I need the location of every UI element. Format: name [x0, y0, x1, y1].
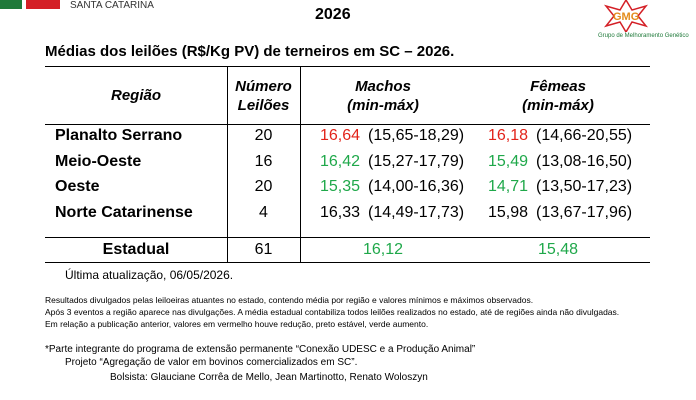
- femeas-range: (14,66-20,55): [536, 127, 633, 144]
- count: 20: [254, 178, 273, 195]
- femeas-value: 14,71: [488, 178, 529, 195]
- col-header: Região: [110, 87, 161, 104]
- femeas-value: 15,49: [488, 153, 529, 170]
- machos-value: 16,42: [320, 153, 361, 170]
- region: Norte Catarinense: [55, 204, 193, 221]
- region: Meio-Oeste: [55, 153, 142, 170]
- footnote: Projeto “Agregação de valor em bovinos c…: [65, 357, 358, 368]
- machos-value: 16,64: [320, 127, 361, 144]
- rule: [45, 237, 650, 238]
- total-count: 61: [254, 241, 273, 258]
- subtitle: Médias dos leilões (R$/Kg PV) de terneir…: [45, 43, 455, 60]
- org: SANTA CATARINA: [70, 0, 154, 11]
- rule: [45, 66, 650, 67]
- total-region: Estadual: [102, 241, 170, 258]
- logo-block: [26, 0, 60, 9]
- note: Resultados divulgados pelas leiloeiras a…: [45, 295, 534, 305]
- footnote: *Parte integrante do programa de extensã…: [45, 344, 476, 355]
- total-machos: 16,12: [362, 241, 404, 258]
- footnote: Bolsista: Glauciane Corrêa de Mello, Jea…: [110, 372, 428, 383]
- col-header: Número Leilões: [235, 78, 292, 114]
- col-header: Fêmeas (min-máx): [522, 78, 594, 114]
- logo-caption: Grupo de Melhoramento Genético: [598, 33, 689, 39]
- femeas-value: 15,98: [488, 204, 529, 221]
- year: 2026: [315, 6, 351, 23]
- machos-range: (15,27-17,79): [368, 153, 465, 170]
- machos-range: (14,00-16,36): [368, 178, 465, 195]
- rule: [45, 262, 650, 263]
- rule: [300, 66, 301, 262]
- femeas-range: (13,67-17,96): [536, 204, 633, 221]
- total-femeas: 15,48: [537, 241, 579, 258]
- logo-block: [0, 0, 22, 9]
- machos-range: (15,65-18,29): [368, 127, 465, 144]
- region: Planalto Serrano: [55, 127, 183, 144]
- count: 16: [254, 153, 273, 170]
- rule: [45, 124, 650, 125]
- col-header: Machos (min-máx): [347, 78, 419, 114]
- note: Em relação a publicação anterior, valore…: [45, 319, 429, 329]
- rule: [227, 66, 228, 262]
- count: 20: [254, 127, 273, 144]
- machos-range: (14,49-17,73): [368, 204, 465, 221]
- region: Oeste: [55, 178, 100, 195]
- machos-value: 16,33: [320, 204, 361, 221]
- femeas-value: 16,18: [488, 127, 529, 144]
- gmg-logo: [603, 0, 649, 32]
- femeas-range: (13,50-17,23): [536, 178, 633, 195]
- updated: Última atualização, 06/05/2026.: [65, 268, 234, 282]
- count: 4: [259, 204, 268, 221]
- machos-value: 15,35: [320, 178, 361, 195]
- femeas-range: (13,08-16,50): [536, 153, 633, 170]
- logo-text: GMG: [613, 11, 640, 23]
- note: Após 3 eventos a região aparece nas divu…: [45, 307, 620, 317]
